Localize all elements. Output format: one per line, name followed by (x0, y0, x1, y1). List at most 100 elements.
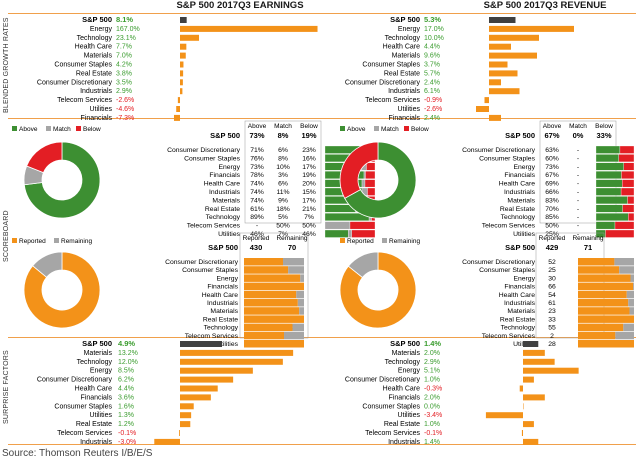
earnings-reported-bar-reported-consumer-discretionary (244, 258, 283, 266)
earnings-reported-row-label-industrials: Industrials (207, 300, 239, 307)
revenue-scoreboard-bar-above-industrials (595, 187, 622, 196)
revenue-scoreboard-bar-below-telecom-services (614, 221, 635, 230)
earnings-reported-bar-reported-consumer-staples (244, 266, 289, 274)
earnings-reported-header-reported: Reported (243, 235, 270, 242)
earnings-surprise-label-health-care: Health Care (75, 386, 112, 393)
earnings-growth-bar-utilities (176, 106, 180, 112)
revenue-scoreboard-match-consumer-staples: - (577, 155, 579, 162)
earnings-scoreboard-bar-above-utilities (324, 229, 349, 238)
revenue-surprise-value-consumer-staples: 0.0% (424, 403, 440, 410)
revenue-surprise-label-real-estate: Real Estate (384, 421, 420, 428)
revenue-scoreboard-legend-above: Above (347, 126, 366, 133)
earnings-reported-bar-remaining-consumer-discretionary (283, 258, 304, 266)
divider-scoreboard (8, 337, 636, 338)
revenue-scoreboard-match-financials: - (577, 172, 579, 179)
revenue-growth-value-materials: 9.6% (424, 53, 440, 60)
revenue-growth-label-utilities: Utilities (397, 106, 420, 113)
earnings-surprise-bar-materials (180, 349, 294, 356)
earnings-scoreboard-row-label-real-estate: Real Estate (205, 206, 240, 213)
earnings-scoreboard-bar-below-financials (365, 171, 376, 179)
earnings-growth-bar-telecom-services (177, 97, 180, 104)
revenue-reported-legend-swatch-remaining (382, 238, 387, 243)
earnings-scoreboard-above-energy: 73% (250, 164, 264, 171)
earnings-growth-value-technology: 23.1% (116, 35, 136, 42)
earnings-scoreboard-bar-below-utilities (351, 229, 376, 238)
earnings-scoreboard-summary-above: 73% (249, 131, 264, 140)
earnings-surprise-label-energy: Energy (90, 368, 113, 375)
earnings-scoreboard-legend-above: Above (19, 126, 38, 133)
earnings-scoreboard-below-telecom-services: 50% (302, 223, 316, 230)
revenue-scoreboard-bar-above-energy (595, 162, 624, 171)
earnings-surprise-value-materials: 13.2% (118, 350, 138, 357)
revenue-scoreboard-match-materials: - (577, 197, 579, 204)
revenue-scoreboard-donut-slice-2 (339, 141, 379, 199)
earnings-reported-summary-label: S&P 500 (208, 243, 238, 252)
earnings-scoreboard-header-above: Above (248, 123, 267, 130)
revenue-scoreboard-above-consumer-discretionary: 63% (545, 147, 559, 154)
revenue-reported-bar-remaining-materials (629, 307, 634, 315)
revenue-growth-bar-consumer-discretionary (489, 79, 501, 86)
revenue-growth-bar-health-care (489, 43, 511, 50)
revenue-reported-donut-slice-0 (339, 251, 417, 329)
revenue-reported-row-label-consumer-staples: Consumer Staples (479, 267, 536, 274)
earnings-surprise-value-energy: 8.5% (118, 368, 134, 375)
earnings-reported-row-label-energy: Energy (216, 275, 238, 282)
revenue-scoreboard-bar-below-health-care (622, 179, 635, 188)
revenue-reported-bar-remaining-telecom-services (615, 331, 634, 340)
revenue-reported-reported-real-estate: 33 (548, 316, 556, 323)
revenue-surprise-value-telecom-services: -0.1% (424, 430, 442, 437)
earnings-scoreboard-bar-below-energy (366, 162, 376, 171)
earnings-scoreboard-match-consumer-discretionary: 6% (278, 147, 288, 154)
earnings-scoreboard-row-label-telecom-services: Telecom Services (187, 223, 241, 230)
revenue-surprise-value-energy: 5.1% (424, 368, 440, 375)
earnings-growth-value-materials: 7.0% (116, 53, 132, 60)
earnings-reported-bar-reported-telecom-services (244, 331, 284, 340)
earnings-scoreboard-above-consumer-discretionary: 71% (250, 147, 264, 154)
revenue-growth-label-energy: Energy (398, 26, 421, 33)
earnings-surprise-value-technology: 12.0% (118, 359, 138, 366)
earnings-reported-legend-reported: Reported (19, 238, 46, 245)
revenue-scoreboard-row-label-real-estate: Real Estate (500, 206, 535, 213)
earnings-surprise-value-financials: 3.6% (118, 394, 134, 401)
revenue-scoreboard-bar-below-real-estate (622, 204, 635, 213)
earnings-reported-bar-reported-materials (244, 307, 300, 315)
revenue-reported-legend-reported: Reported (347, 238, 374, 245)
revenue-scoreboard-above-telecom-services: 50% (545, 223, 559, 230)
revenue-surprise-label-technology: Technology (385, 359, 421, 366)
earnings-scoreboard-match-financials: 3% (278, 172, 288, 179)
revenue-scoreboard-bar-below-consumer-discretionary (619, 145, 635, 154)
earnings-surprise-label-technology: Technology (77, 359, 113, 366)
revenue-surprise-bar-utilities (485, 412, 523, 419)
earnings-scoreboard-above-utilities: 46% (250, 231, 264, 238)
earnings-reported-bar-reported-financials (244, 282, 304, 291)
revenue-scoreboard-bar-below-materials (627, 196, 635, 205)
revenue-scoreboard-above-real-estate: 70% (545, 206, 559, 213)
earnings-reported-summary-remaining: 70 (288, 243, 296, 252)
revenue-reported-bar-remaining-technology (623, 323, 634, 332)
revenue-scoreboard-bar-above-consumer-discretionary (595, 145, 621, 154)
revenue-scoreboard-bar-above-telecom-services (595, 221, 616, 230)
revenue-reported-row-label-telecom-services: Telecom Services (482, 333, 536, 340)
revenue-reported-summary-reported: 429 (546, 243, 559, 252)
revenue-growth-value-utilities: -2.6% (424, 106, 442, 113)
revenue-growth-value-consumer-discretionary: 2.4% (424, 79, 440, 86)
revenue-growth-bar-industrials (489, 88, 520, 95)
revenue-scoreboard-summary-label: S&P 500 (505, 131, 535, 140)
earnings-reported-header-remaining: Remaining (276, 235, 307, 242)
earnings-growth-bar-industrials (180, 88, 183, 95)
revenue-reported-bar-remaining-health-care (626, 290, 634, 299)
revenue-growth-label-health-care: Health Care (383, 44, 420, 51)
revenue-scoreboard-bar-below-technology (628, 213, 635, 221)
earnings-surprise-label-materials: Materials (84, 350, 113, 357)
revenue-scoreboard-above-technology: 85% (545, 214, 559, 221)
revenue-surprise-label-industrials: Industrials (388, 439, 420, 446)
earnings-scoreboard-summary-below: 19% (301, 131, 316, 140)
revenue-reported-bar-reported-industrials (578, 299, 629, 307)
revenue-reported-row-label-consumer-discretionary: Consumer Discretionary (462, 259, 536, 266)
earnings-scoreboard-row-label-utilities: Utilities (218, 231, 241, 238)
earnings-surprise-bar-industrials (154, 438, 180, 445)
earnings-surprise-value-real-estate: 1.2% (118, 421, 134, 428)
revenue-scoreboard-above-financials: 67% (545, 172, 559, 179)
earnings-surprise-bar-telecom-services (179, 430, 180, 436)
revenue-growth-bar-consumer-staples (489, 61, 508, 68)
